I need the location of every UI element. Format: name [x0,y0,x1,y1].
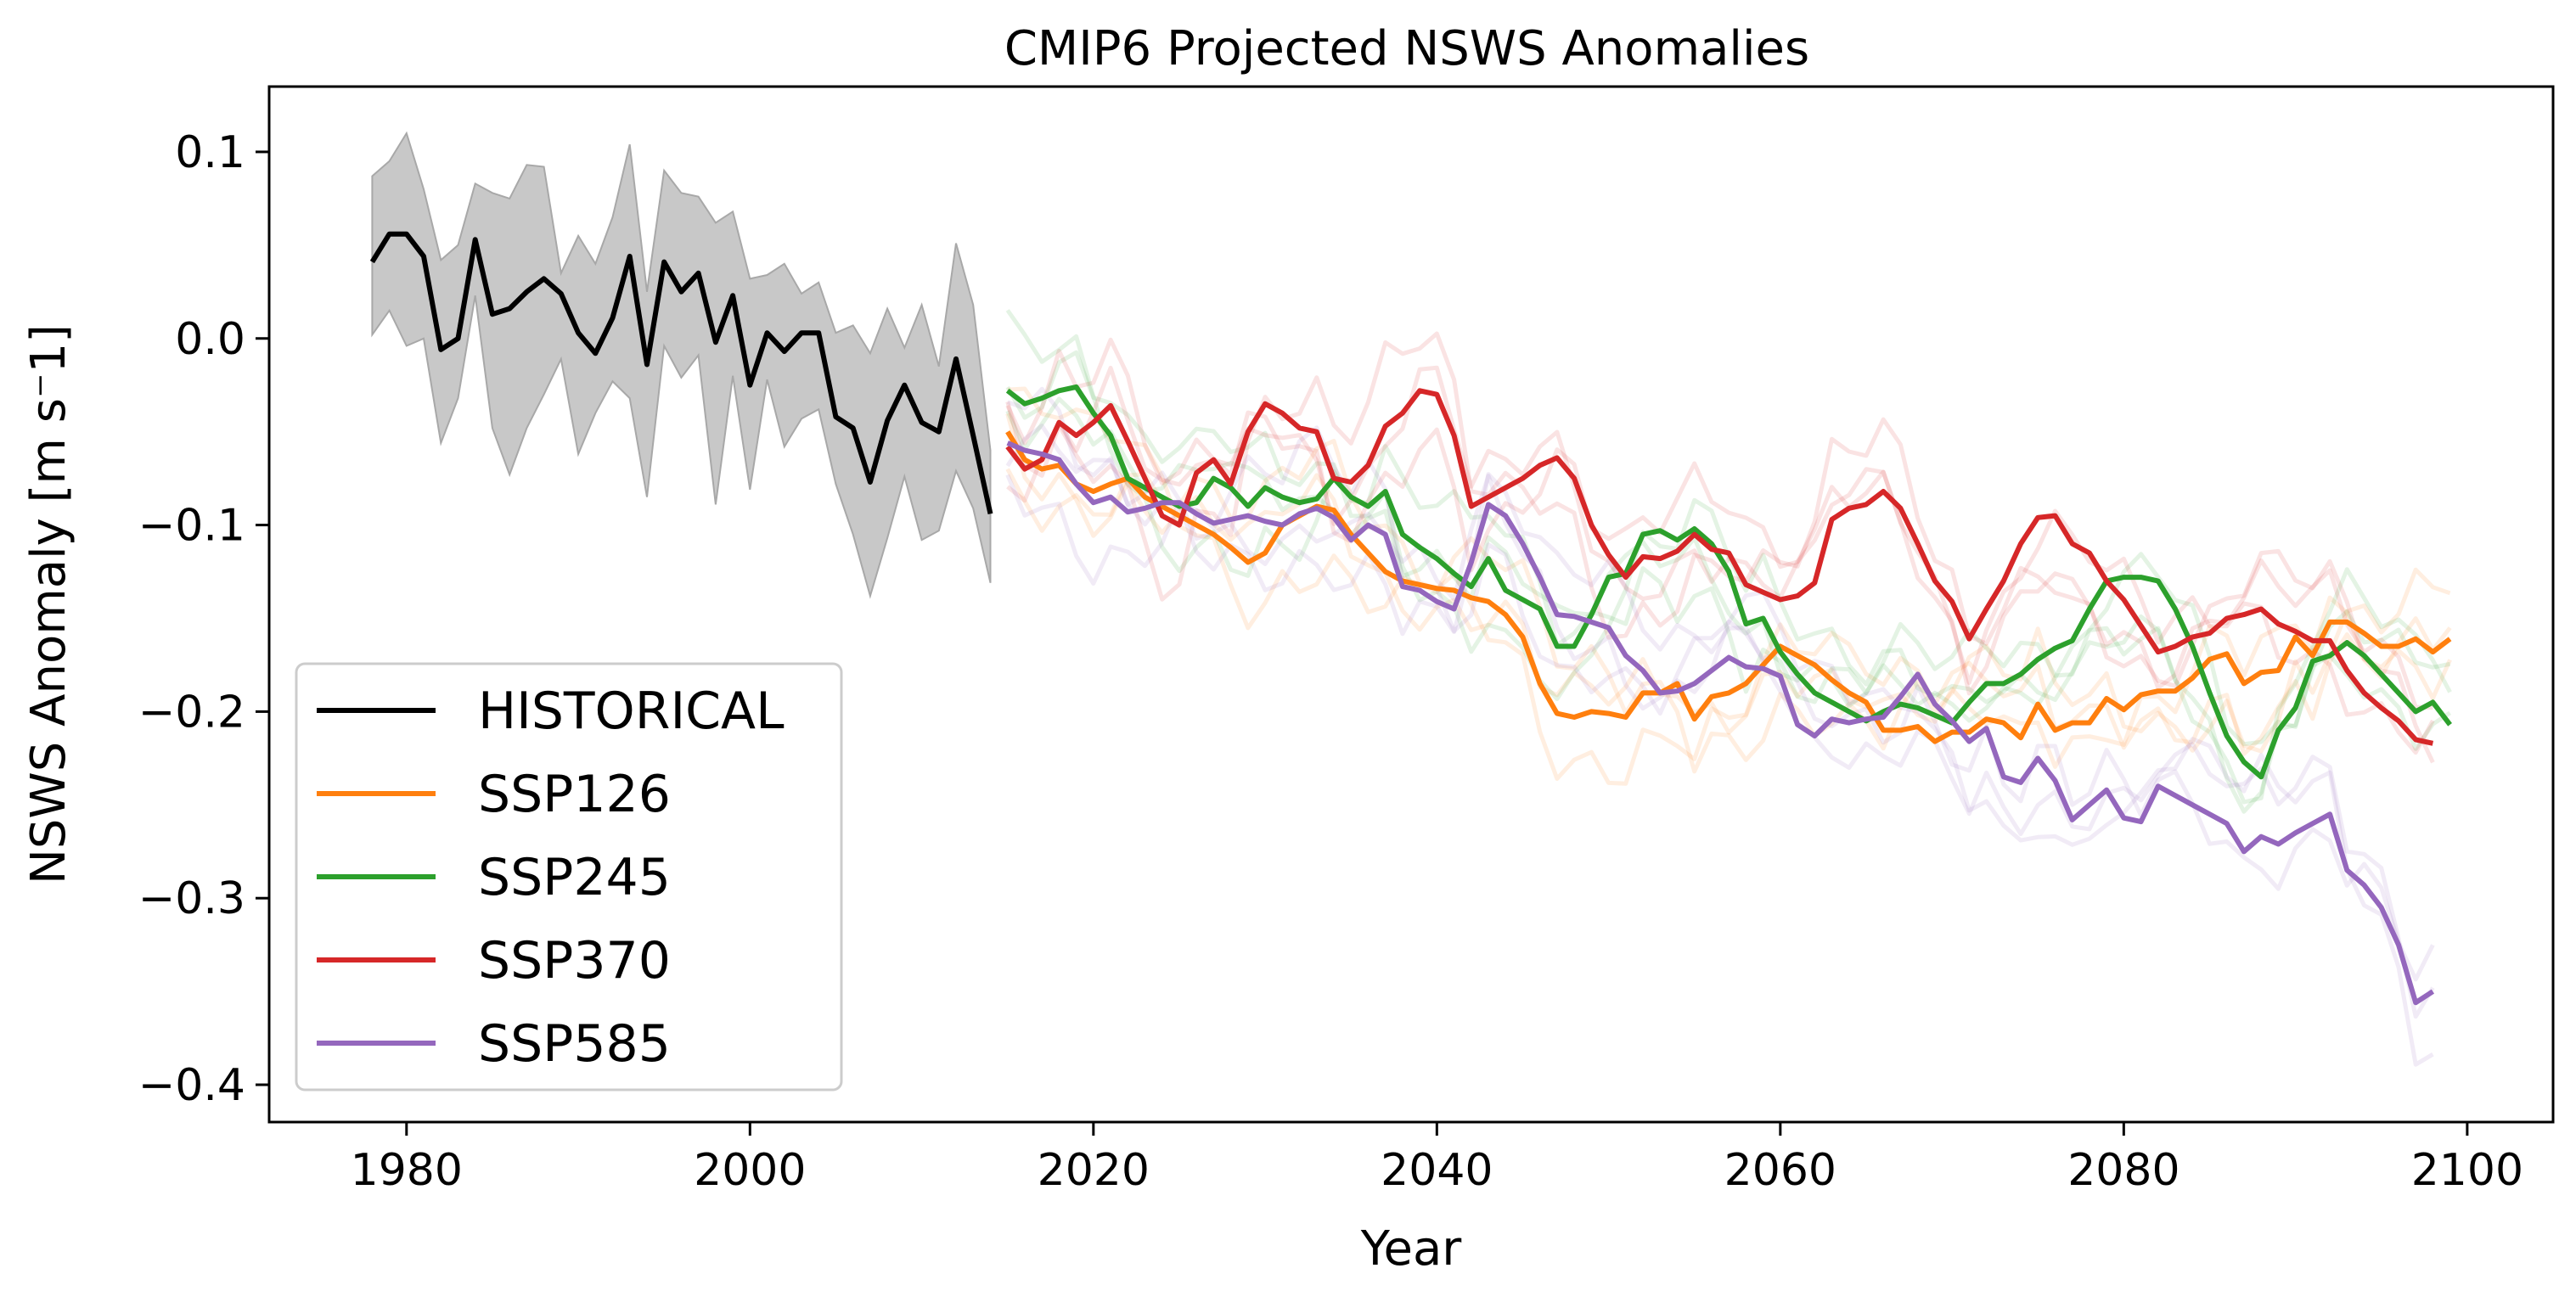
legend-frame [295,662,843,1092]
uncertainty-band-layer [371,131,992,599]
y-tick-label: 0.0 [175,314,245,365]
y-axis: 0.1 0.0 −0.1 −0.2 −0.3 −0.4 [138,127,269,1111]
ssp585-legend-label: SSP585 [478,1014,671,1074]
x-tick-label: 2080 [2067,1145,2179,1196]
x-tick-label: 2040 [1381,1145,1493,1196]
x-axis-label: Year [1360,1221,1463,1277]
ssp126-legend-label: SSP126 [478,765,671,824]
member-lines-layer [1005,309,2452,1067]
ssp245-series-line [1005,384,2452,780]
x-tick-label: 2060 [1724,1145,1836,1196]
ssp126-member-line [1005,412,2452,769]
ssp370-member-line [1005,337,2433,710]
x-tick-label: 1980 [351,1145,463,1196]
ssp245-legend-label: SSP245 [478,848,671,907]
ssp585-member-line [1005,425,2434,1067]
ssp370-series-line [1005,388,2434,746]
y-tick-label: 0.1 [175,127,245,178]
y-tick-label: −0.4 [138,1060,245,1111]
ssp126-member-line [1007,386,2451,774]
historical-legend-label: HISTORICAL [478,682,785,741]
ssp126-series-line [1005,430,2452,744]
ssp370-legend-label: SSP370 [478,931,671,991]
legend: HISTORICAL SSP126 SSP245 SSP370 SSP585 [295,662,843,1092]
ssp245-member-line [1005,396,2451,751]
y-tick-label: −0.2 [138,687,245,738]
plot-frame [267,85,2555,1124]
historical-series-line [369,231,993,515]
x-tick-label: 2000 [694,1145,806,1196]
y-tick-label: −0.3 [138,873,245,924]
ssp585-series-line [1006,441,2435,1006]
x-axis: 1980 2000 2020 2040 2060 2080 2100 [351,1122,2523,1196]
ssp585-member-line [1006,386,2435,1019]
ssp245-member-line [1005,309,2452,805]
chart-title: CMIP6 Projected NSWS Anomalies [1004,21,1809,76]
x-tick-label: 2020 [1038,1145,1150,1196]
x-tick-label: 2100 [2411,1145,2523,1196]
y-axis-label: NSWS Anomaly [m s⁻1] [21,324,76,884]
ssp585-member-line [1005,424,2435,982]
series-lines-layer [369,231,2452,1006]
y-tick-label: −0.1 [138,501,245,552]
historical-spread-band [371,131,992,599]
